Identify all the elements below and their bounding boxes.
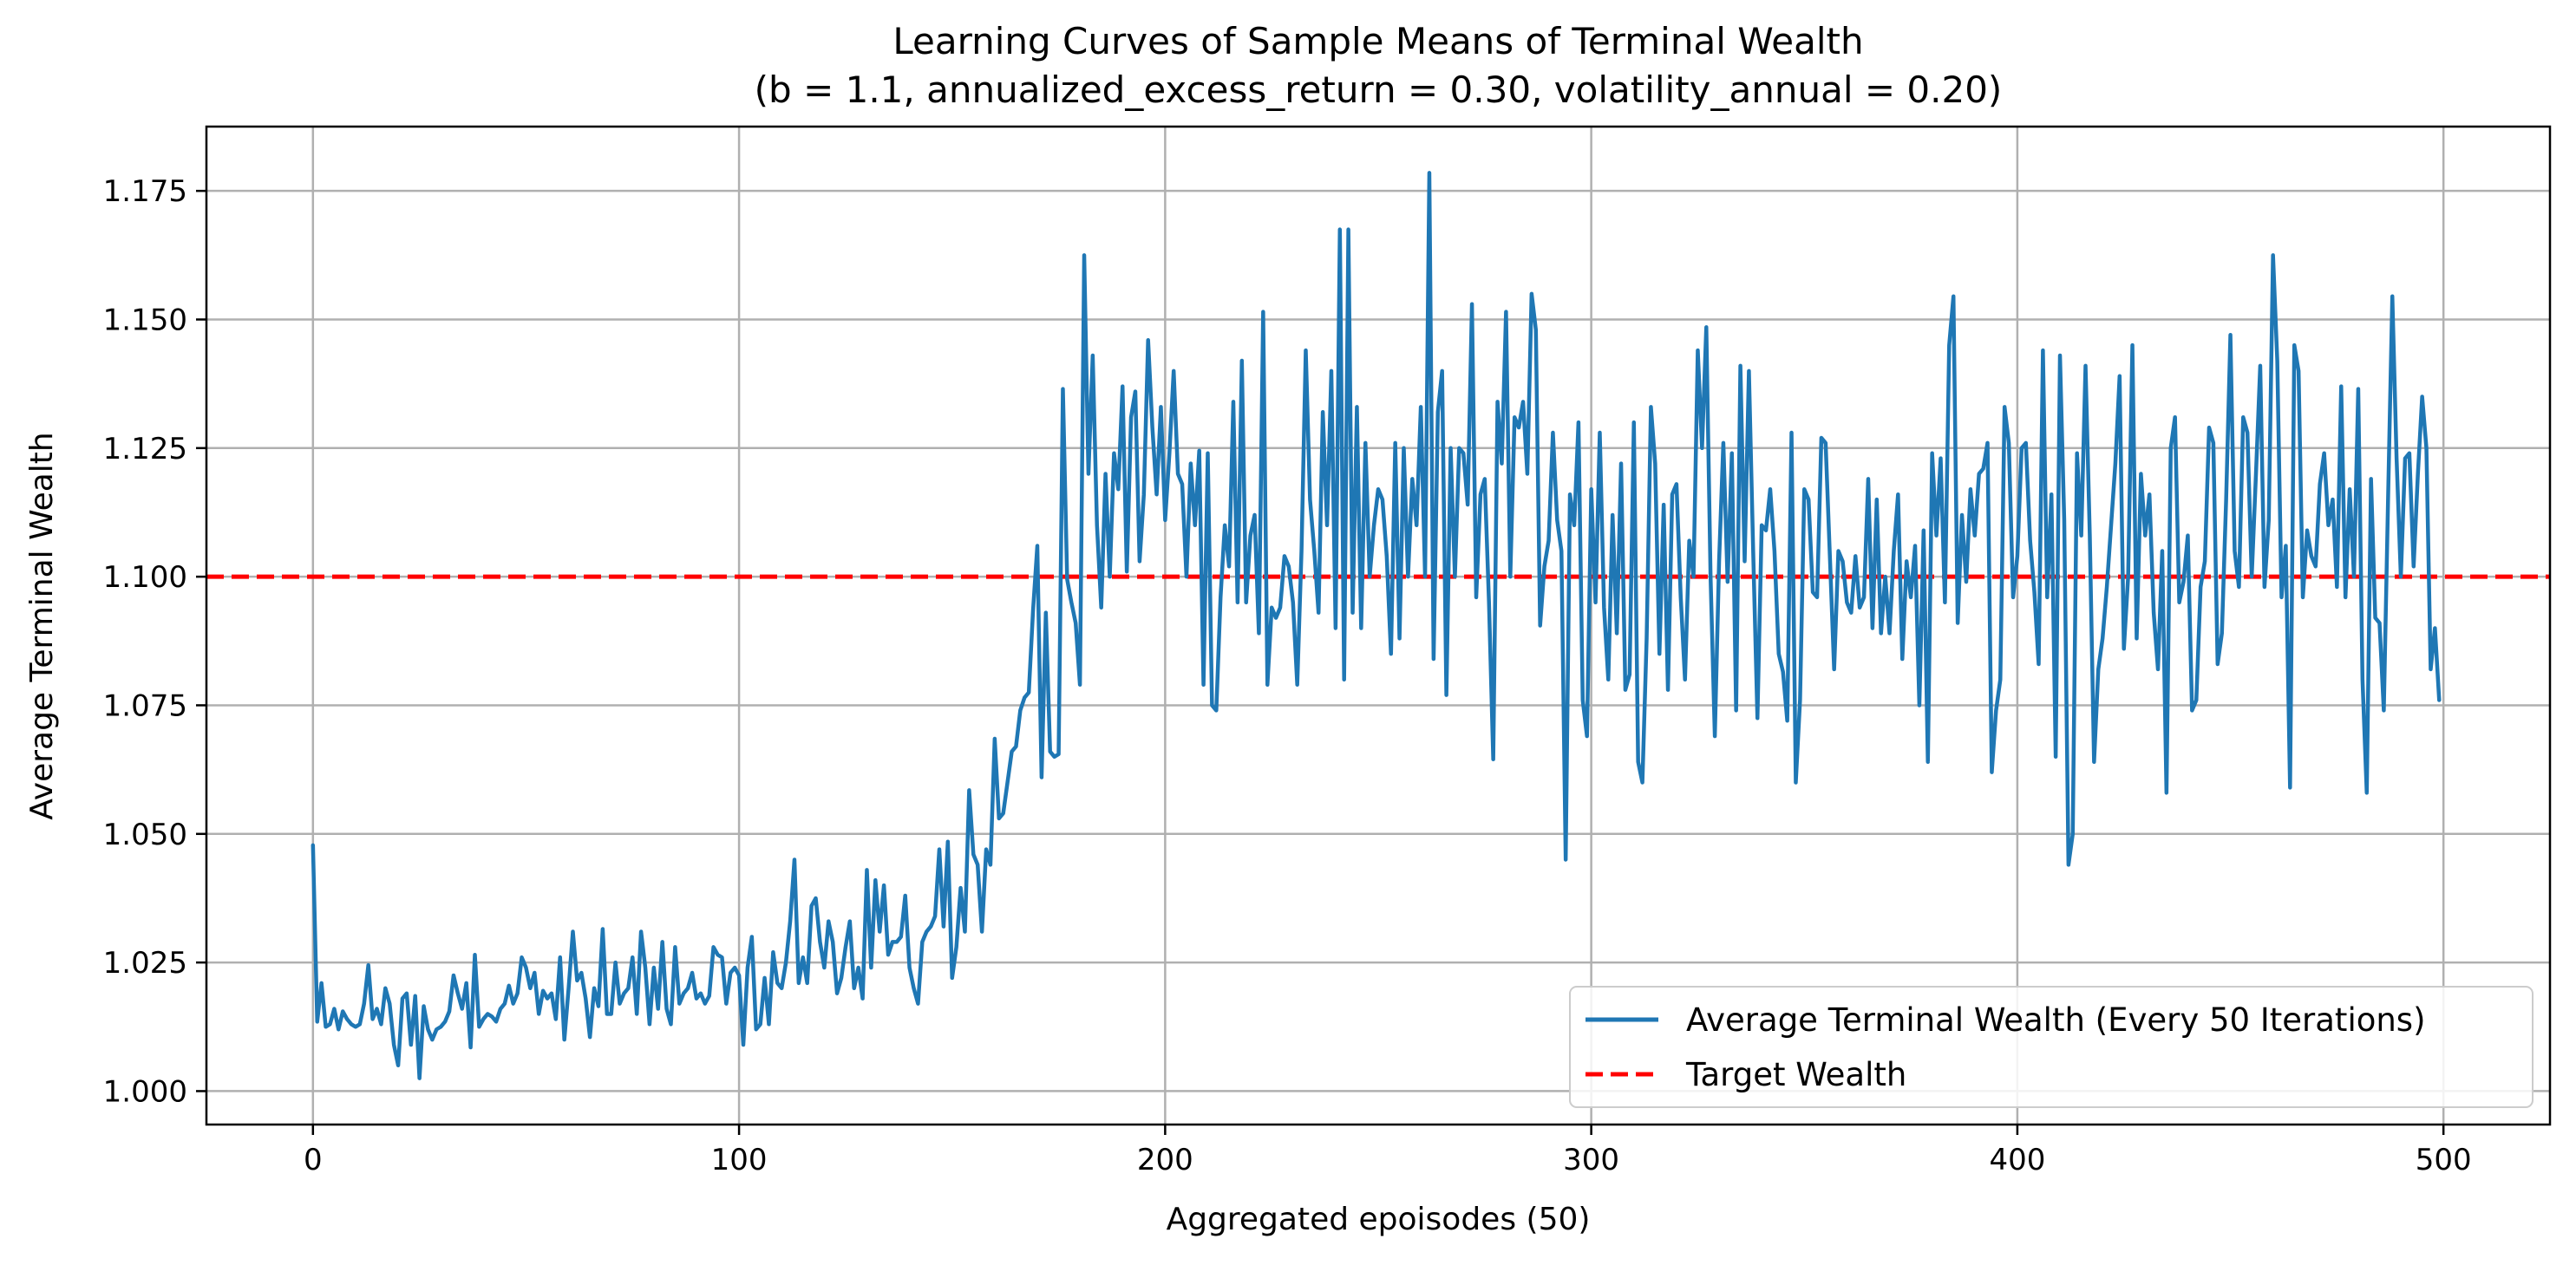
y-tick-label: 1.175 [103, 174, 187, 209]
y-tick-label: 1.150 [103, 303, 187, 337]
x-tick-label: 0 [304, 1143, 323, 1177]
x-tick-label: 200 [1137, 1143, 1193, 1177]
legend-label-target-wealth: Target Wealth [1685, 1056, 1906, 1093]
y-axis-label: Average Terminal Wealth [24, 432, 60, 820]
chart-title: Learning Curves of Sample Means of Termi… [892, 20, 1863, 62]
y-tick-label: 1.050 [103, 818, 187, 852]
y-tick-label: 1.075 [103, 688, 187, 723]
plot-area-frame [205, 125, 2552, 1126]
x-axis-label: Aggregated epoisodes (50) [1167, 1202, 1591, 1237]
x-tick-label: 400 [1989, 1143, 2045, 1177]
y-tick-label: 1.000 [103, 1074, 187, 1109]
y-tick-label: 1.100 [103, 560, 187, 595]
series-layer [311, 171, 2442, 1080]
x-axis-ticks: 0 100 200 300 400 500 [304, 1125, 2472, 1177]
y-axis-ticks: 1.000 1.025 1.050 1.075 1.100 1.125 1.150 1.175 [103, 174, 206, 1109]
x-tick-label: 100 [711, 1143, 768, 1177]
legend-label-average-terminal-wealth: Average Terminal Wealth (Every 50 Iterat… [1686, 1001, 2426, 1039]
legend: Average Terminal Wealth (Every 50 Iterat… [1569, 986, 2534, 1108]
legend-box [1569, 986, 2534, 1108]
y-tick-label: 1.025 [103, 946, 187, 981]
x-tick-label: 500 [2416, 1143, 2472, 1177]
y-tick-label: 1.125 [103, 432, 187, 466]
series-line-average-terminal-wealth [311, 171, 2442, 1080]
x-tick-label: 300 [1563, 1143, 1619, 1177]
chart-subtitle: (b = 1.1, annualized_excess_return = 0.3… [755, 68, 2003, 111]
